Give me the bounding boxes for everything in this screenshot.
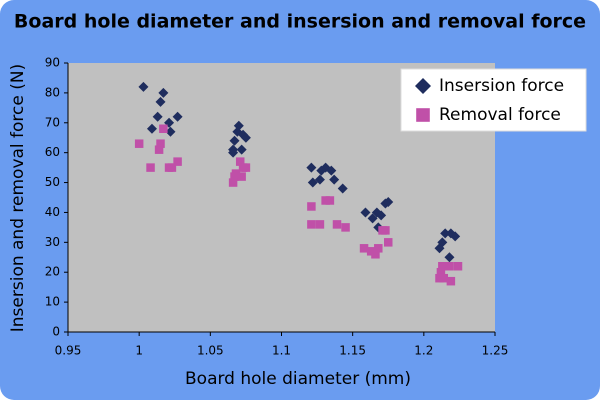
- point: [236, 144, 247, 155]
- x-tick-label: 0.95: [55, 344, 82, 358]
- x-tick-label: 1.1: [272, 344, 291, 358]
- point: [371, 250, 380, 259]
- point: [453, 261, 463, 271]
- y-tick-label: 10: [45, 295, 60, 309]
- point: [438, 261, 447, 271]
- point: [450, 231, 461, 242]
- y-tick-label: 50: [45, 175, 60, 189]
- point: [316, 165, 327, 176]
- point: [241, 163, 251, 172]
- y-axis-label: Insersion and removal force (N): [8, 64, 28, 332]
- y-tick-label: 30: [45, 235, 60, 249]
- point: [376, 210, 387, 221]
- y-tick-label: 0: [52, 325, 60, 339]
- point: [152, 111, 163, 122]
- point: [237, 172, 246, 181]
- point: [235, 157, 245, 166]
- point: [326, 165, 337, 176]
- point: [384, 238, 393, 247]
- point: [240, 132, 251, 143]
- point: [366, 247, 376, 256]
- y-tick-label: 60: [45, 145, 60, 159]
- legend-box: [400, 68, 587, 132]
- x-axis-label: Board hole diameter (mm): [185, 369, 411, 389]
- point: [230, 172, 239, 181]
- point: [306, 162, 317, 173]
- point: [446, 276, 456, 286]
- x-tick-label: 1.25: [482, 344, 509, 358]
- point: [337, 183, 348, 194]
- point: [434, 243, 445, 254]
- legend-label: Insersion force: [439, 76, 564, 96]
- x-tick-label: 1.2: [414, 344, 433, 358]
- point: [381, 226, 390, 235]
- point: [146, 163, 155, 172]
- point: [341, 223, 350, 232]
- point: [229, 135, 240, 146]
- point: [329, 174, 340, 185]
- point: [167, 163, 177, 172]
- point: [307, 202, 316, 211]
- y-tick-label: 70: [45, 115, 60, 129]
- point: [146, 123, 157, 134]
- point: [173, 157, 182, 166]
- x-tick-label: 1.15: [339, 344, 366, 358]
- y-tick-label: 90: [45, 56, 60, 70]
- point: [138, 81, 149, 92]
- point: [374, 244, 383, 253]
- point: [367, 213, 378, 224]
- x-tick-label: 1: [135, 344, 143, 358]
- point: [440, 228, 451, 239]
- y-tick-label: 80: [45, 85, 60, 99]
- point: [435, 273, 444, 283]
- y-tick-label: 20: [45, 265, 60, 279]
- point: [439, 273, 449, 283]
- legend-marker: [415, 78, 431, 94]
- x-tick-label: 1.05: [197, 344, 224, 358]
- y-tick-label: 40: [45, 205, 60, 219]
- point: [165, 126, 176, 137]
- chart-title: Board hole diameter and insersion and re…: [14, 11, 586, 33]
- point: [321, 196, 330, 205]
- point: [172, 111, 183, 122]
- point: [383, 196, 394, 207]
- point: [307, 220, 316, 229]
- point: [444, 252, 455, 263]
- point: [360, 207, 371, 218]
- point: [156, 139, 165, 148]
- point: [134, 139, 144, 148]
- point: [228, 178, 238, 187]
- point: [436, 267, 446, 277]
- point: [307, 177, 318, 188]
- legend-label: Removal force: [439, 105, 561, 125]
- legend-marker: [416, 108, 430, 122]
- point: [228, 147, 239, 158]
- point: [325, 196, 335, 205]
- point: [155, 96, 166, 107]
- point: [154, 145, 164, 154]
- point: [158, 87, 169, 98]
- point: [315, 220, 325, 229]
- point: [314, 174, 325, 185]
- point: [445, 261, 454, 271]
- point: [332, 220, 342, 229]
- point: [159, 124, 168, 134]
- point: [359, 244, 369, 253]
